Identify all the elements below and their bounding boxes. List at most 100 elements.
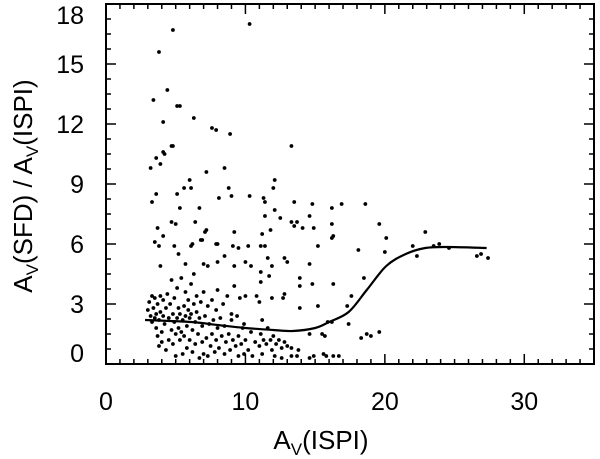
data-point: [254, 294, 259, 298]
data-point: [282, 340, 287, 344]
data-point: [479, 252, 483, 256]
data-point: [226, 332, 231, 336]
data-point: [169, 278, 174, 282]
data-point: [158, 294, 163, 298]
data-point: [229, 194, 234, 198]
data-point: [258, 332, 263, 336]
data-point: [182, 334, 186, 338]
data-point: [316, 304, 320, 308]
data-point: [232, 264, 237, 268]
data-point: [187, 338, 192, 342]
x-tick-label: 30: [510, 388, 538, 416]
data-point: [215, 326, 220, 330]
data-point: [175, 286, 180, 290]
data-point: [191, 116, 196, 120]
data-point: [217, 346, 221, 350]
x-tick-label: 20: [371, 388, 399, 416]
data-point: [474, 254, 479, 258]
data-point: [179, 276, 184, 280]
data-point: [272, 208, 277, 212]
data-point: [329, 206, 334, 210]
data-point: [177, 104, 182, 108]
data-point: [229, 318, 234, 322]
data-point: [159, 340, 164, 344]
data-point: [187, 316, 192, 320]
data-point: [183, 262, 188, 266]
data-point: [210, 332, 214, 336]
data-point: [186, 308, 191, 312]
data-point: [197, 356, 202, 360]
data-point: [184, 324, 189, 328]
data-point: [316, 244, 320, 248]
data-point: [175, 192, 180, 196]
data-point: [329, 222, 334, 226]
data-point: [151, 98, 156, 102]
data-point: [196, 332, 200, 336]
data-point: [331, 282, 336, 286]
data-point: [382, 250, 387, 254]
data-point: [177, 312, 182, 316]
data-point: [307, 214, 312, 218]
data-point: [189, 186, 193, 190]
data-point: [310, 202, 315, 206]
data-point: [155, 334, 160, 338]
data-point: [437, 242, 442, 246]
data-point: [345, 304, 350, 308]
data-point: [346, 322, 351, 326]
data-point: [161, 150, 166, 154]
data-point: [228, 348, 232, 352]
data-point: [258, 280, 263, 284]
data-point: [258, 244, 263, 248]
data-point: [247, 22, 252, 26]
data-point: [279, 356, 284, 360]
data-point: [285, 344, 290, 348]
data-point: [173, 332, 178, 336]
data-point: [228, 132, 232, 136]
data-point: [377, 222, 382, 226]
data-point: [205, 264, 210, 268]
data-point: [208, 344, 213, 348]
data-point: [292, 200, 297, 204]
data-point: [154, 192, 159, 196]
data-point: [161, 120, 166, 124]
data-point: [320, 332, 325, 336]
data-point: [197, 316, 202, 320]
data-point: [217, 196, 221, 200]
data-point: [173, 222, 178, 226]
data-point: [184, 346, 189, 350]
data-point: [177, 206, 182, 210]
data-point: [152, 296, 157, 300]
data-point: [191, 272, 196, 276]
data-point: [165, 88, 170, 92]
data-point: [148, 314, 153, 318]
y-tick-label: 0: [70, 340, 84, 368]
data-point: [171, 144, 175, 148]
data-point: [349, 294, 354, 298]
data-point: [247, 194, 252, 198]
data-point: [204, 170, 209, 174]
data-point: [173, 354, 178, 358]
data-point: [187, 178, 192, 182]
data-point: [415, 254, 419, 258]
data-point: [292, 224, 297, 228]
data-point: [423, 230, 428, 234]
data-point: [214, 308, 219, 312]
data-point: [150, 294, 154, 298]
data-point: [236, 246, 241, 250]
data-point: [237, 296, 242, 300]
data-point: [145, 308, 150, 312]
data-point: [158, 264, 163, 268]
data-point: [190, 242, 195, 246]
data-point: [307, 262, 312, 266]
data-point: [158, 310, 163, 314]
data-point: [175, 104, 180, 108]
data-point: [246, 348, 251, 352]
data-point: [296, 348, 301, 352]
data-point: [274, 342, 279, 346]
data-point: [166, 338, 171, 342]
plot-frame: [105, 3, 595, 365]
data-point: [222, 254, 227, 258]
data-point: [356, 248, 361, 252]
data-point: [289, 144, 294, 148]
